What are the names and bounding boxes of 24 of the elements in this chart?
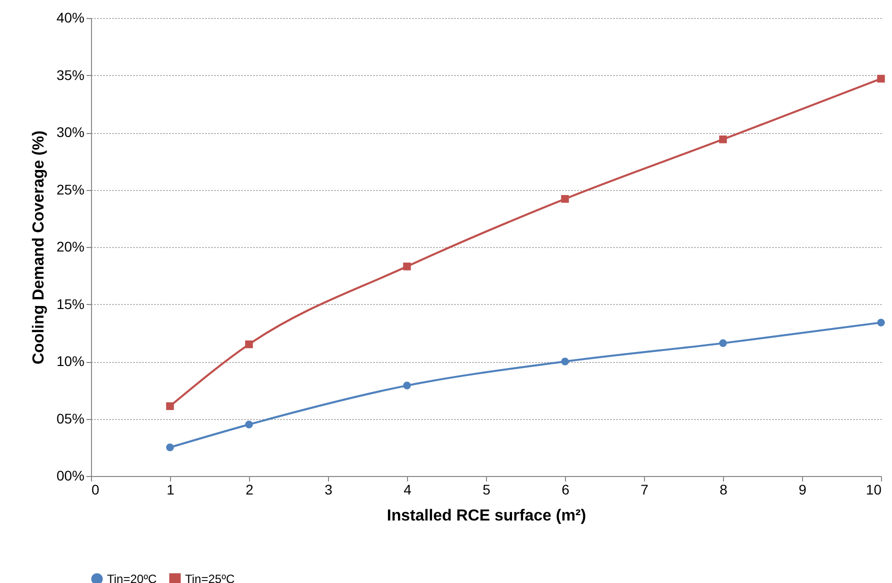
y-tick-label: 40% (56, 10, 84, 26)
y-tick-label: 20% (56, 238, 84, 254)
x-tick-label: 6 (562, 482, 570, 498)
x-tick-label: 4 (404, 482, 412, 498)
legend-label: Tin=20ºC (107, 572, 157, 583)
x-tick-label: 8 (720, 482, 728, 498)
y-tick-label: 05% (56, 410, 84, 426)
x-tick-label: 2 (246, 482, 254, 498)
y-tick-label: 35% (56, 66, 84, 83)
y-tick-label: 00% (56, 468, 84, 484)
y-tick-label: 15% (56, 296, 84, 312)
y-axis-title: Cooling Demand Coverage (%) (30, 130, 48, 364)
x-tick-label: 9 (798, 482, 807, 498)
x-tick-label: 7 (640, 482, 649, 498)
x-tick-label: 1 (166, 482, 175, 498)
y-tick-label: 10% (56, 353, 84, 369)
y-tick-label: 25% (56, 181, 84, 198)
legend-label: Tin=25ºC (185, 572, 235, 583)
x-tick-label: 5 (482, 482, 491, 498)
y-tick-label: 30% (56, 124, 84, 140)
x-tick-label: 10 (866, 482, 882, 498)
x-axis-title: Installed RCE surface (m²) (386, 508, 586, 524)
x-tick-label: 0 (92, 482, 100, 498)
x-tick-label: 3 (324, 482, 333, 498)
